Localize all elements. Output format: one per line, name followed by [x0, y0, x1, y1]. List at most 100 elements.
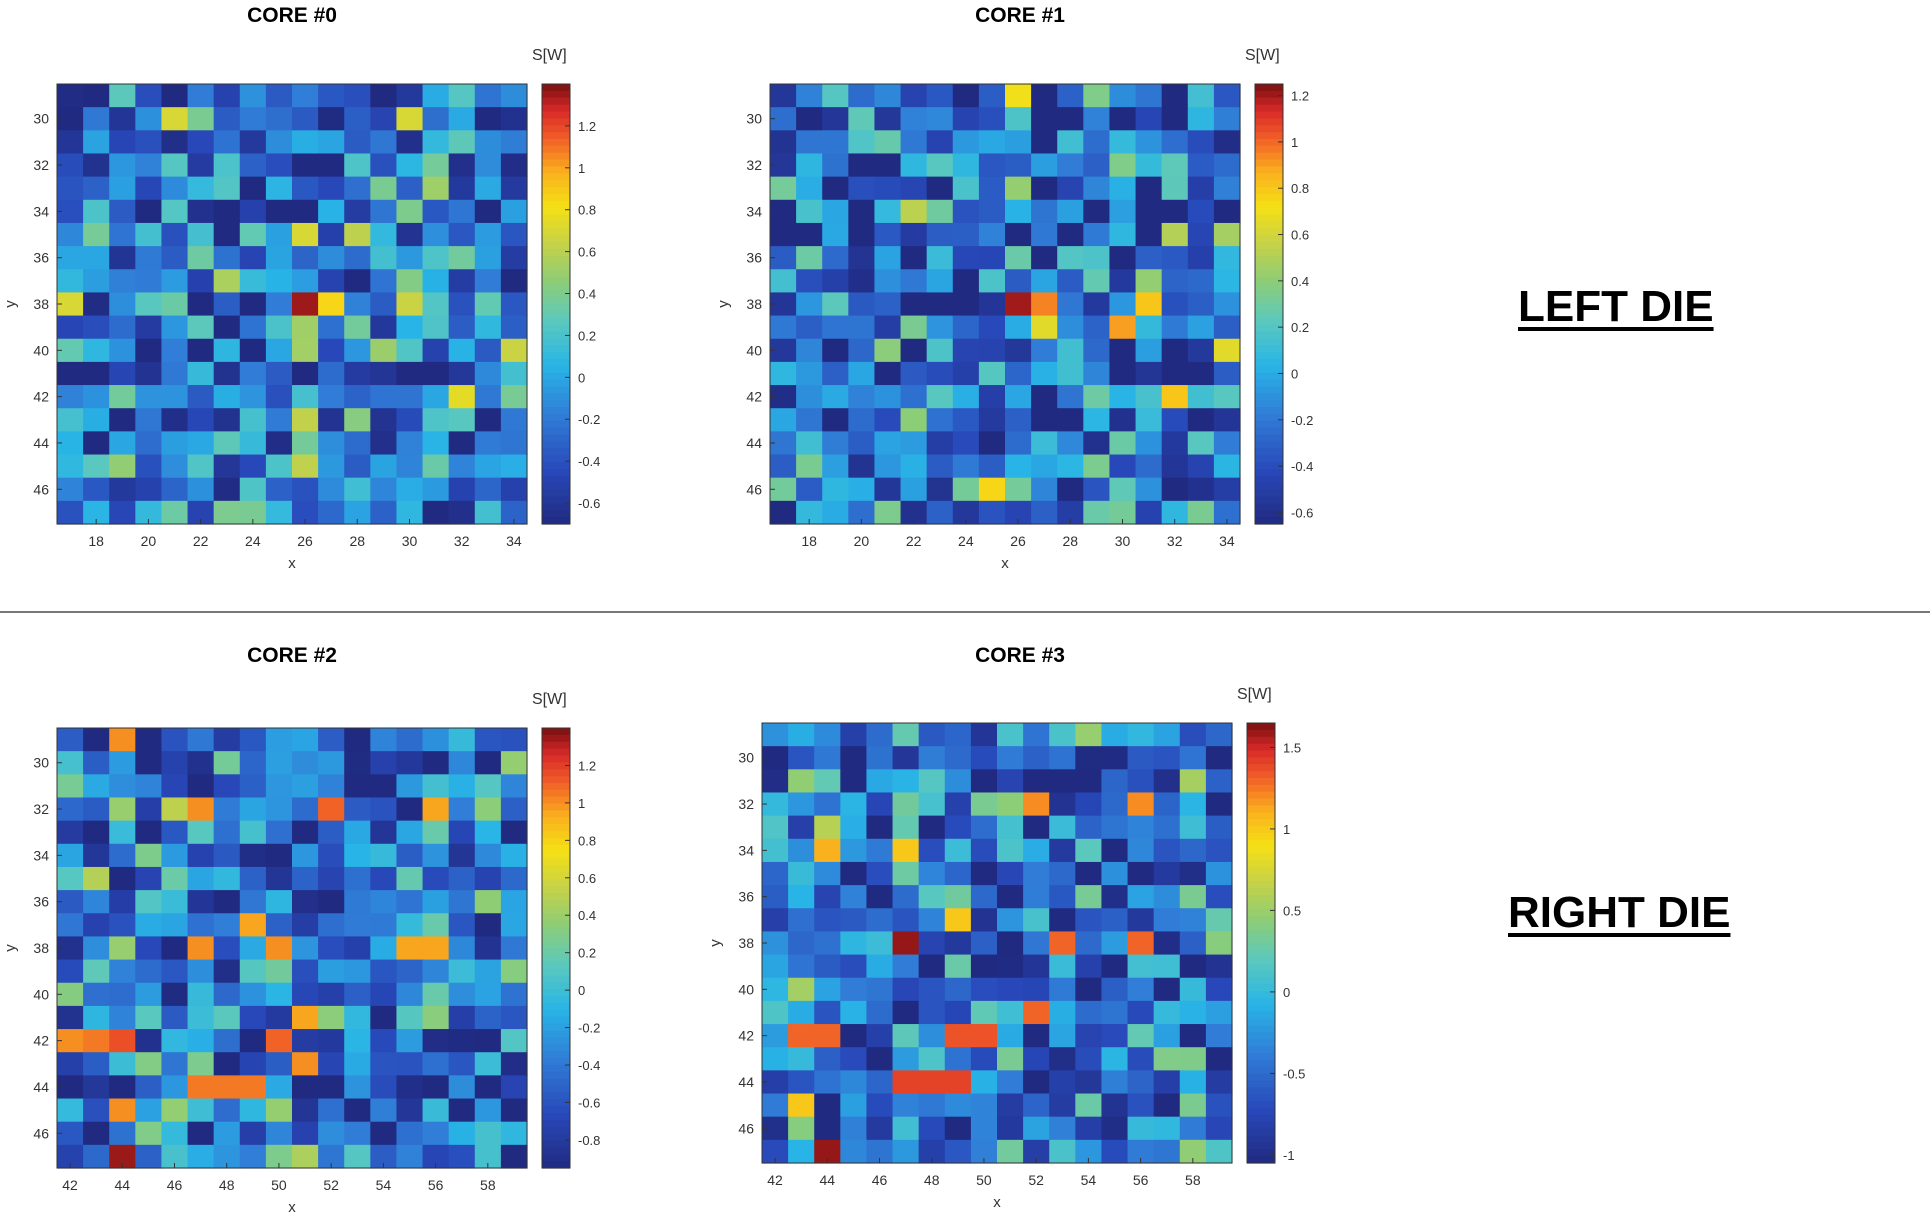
- colorbar-segment: [542, 455, 570, 463]
- heatmap-cell: [1083, 269, 1111, 294]
- heatmap-cell: [1187, 153, 1215, 178]
- heatmap-cell: [1213, 477, 1241, 502]
- heatmap-cell: [109, 361, 136, 386]
- heatmap-cell: [213, 866, 241, 891]
- heatmap-cell: [83, 477, 110, 502]
- heatmap-cell: [396, 797, 424, 822]
- heatmap-cell: [840, 977, 868, 1002]
- heatmap-cell: [822, 315, 849, 340]
- y-tick-label: 34: [746, 203, 762, 219]
- colorbar-segment: [1255, 482, 1283, 491]
- colorbar-segment: [1255, 187, 1283, 195]
- heatmap-cell: [970, 861, 998, 886]
- heatmap-cell: [187, 199, 215, 224]
- heatmap-cell: [1213, 269, 1241, 294]
- heatmap-cell: [109, 820, 136, 845]
- heatmap-cell: [422, 107, 450, 131]
- heatmap-cell: [83, 153, 110, 178]
- heatmap-cell: [1153, 1116, 1181, 1141]
- heatmap-cell: [1127, 1139, 1155, 1164]
- heatmap-cell: [448, 751, 476, 775]
- heatmap-cell: [57, 866, 84, 891]
- heatmap-cell: [265, 1121, 293, 1146]
- y-tick-label: 46: [33, 481, 49, 497]
- heatmap-cell: [318, 269, 345, 294]
- heatmap-cell: [900, 269, 928, 294]
- heatmap-cell: [848, 176, 876, 201]
- colorbar-tick-label: 1.2: [578, 758, 596, 773]
- heatmap-cell: [239, 153, 267, 178]
- x-tick-label: 22: [193, 533, 209, 549]
- heatmap-cell: [762, 1093, 789, 1118]
- colorbar-segment: [1255, 503, 1283, 511]
- heatmap-cell: [474, 1052, 502, 1076]
- heatmap-cell: [892, 931, 920, 956]
- heatmap-cell: [318, 431, 345, 456]
- heatmap-cell: [1127, 1024, 1155, 1048]
- colorbar-segment: [542, 152, 570, 161]
- heatmap-cell: [187, 338, 215, 363]
- heatmap-cell: [1109, 246, 1137, 270]
- heatmap-cell: [213, 982, 241, 1007]
- heatmap-cell: [344, 130, 371, 155]
- heatmap-cell: [57, 728, 84, 752]
- heatmap-cell: [762, 769, 789, 794]
- y-tick-label: 30: [738, 750, 754, 766]
- heatmap-cell: [318, 107, 345, 131]
- y-tick-label: 40: [738, 981, 754, 997]
- heatmap-cell: [814, 1093, 841, 1118]
- heatmap-cell: [918, 815, 946, 840]
- y-axis-label: y: [715, 300, 732, 308]
- heatmap-cell: [422, 913, 450, 938]
- colorbar-segment: [1247, 1004, 1275, 1013]
- heatmap-cell: [762, 1116, 789, 1141]
- heatmap-cell: [1135, 408, 1163, 432]
- colorbar-segment: [542, 482, 570, 491]
- heatmap-cell: [344, 890, 371, 914]
- heatmap-cell: [926, 107, 954, 131]
- heatmap-cell: [57, 199, 84, 224]
- heatmap-cell: [1075, 885, 1103, 909]
- colorbar-tick-label: 0.4: [578, 287, 596, 302]
- heatmap-cell: [370, 454, 398, 479]
- y-tick-label: 46: [738, 1120, 754, 1136]
- heatmap-cell: [814, 1070, 841, 1095]
- heatmap-cell: [109, 751, 136, 775]
- colorbar-segment: [1247, 1059, 1275, 1068]
- heatmap-cell: [239, 843, 267, 868]
- heatmap-cell: [796, 199, 823, 224]
- heatmap-cell: [448, 1121, 476, 1146]
- heatmap-cell: [1005, 130, 1032, 155]
- heatmap-cell: [840, 1024, 868, 1048]
- heatmap-cell: [926, 269, 954, 294]
- heatmap-cell: [1075, 1024, 1103, 1048]
- heatmap-cell: [944, 908, 972, 933]
- heatmap-cell: [900, 408, 928, 432]
- heatmap-cell: [161, 843, 189, 868]
- heatmap-cell: [997, 885, 1024, 909]
- heatmap-cell: [292, 315, 319, 340]
- colorbar-segment: [542, 262, 570, 271]
- heatmap-cell: [292, 269, 319, 294]
- x-tick-label: 48: [219, 1177, 235, 1193]
- heatmap-cell: [1127, 769, 1155, 794]
- x-tick-label: 20: [854, 533, 870, 549]
- heatmap-cell: [474, 292, 502, 317]
- heatmap-cell: [370, 199, 398, 224]
- heatmap-cell: [474, 866, 502, 891]
- heatmap-cell: [1031, 500, 1058, 525]
- heatmap-cell: [1109, 222, 1137, 247]
- heatmap-cell: [448, 1029, 476, 1053]
- heatmap-cell: [892, 792, 920, 817]
- heatmap-cell: [239, 361, 267, 386]
- heatmap-cell: [57, 153, 84, 178]
- heatmap-cell: [161, 222, 189, 247]
- colorbar-segment: [1247, 956, 1275, 965]
- colorbar-segment: [542, 283, 570, 291]
- heatmap-cells: [57, 84, 528, 525]
- heatmap-cell: [1109, 338, 1137, 363]
- colorbar-segment: [542, 434, 570, 443]
- colorbar-segment: [1247, 736, 1275, 745]
- heatmap-cell: [292, 982, 319, 1007]
- heatmap-cell: [1075, 1047, 1103, 1071]
